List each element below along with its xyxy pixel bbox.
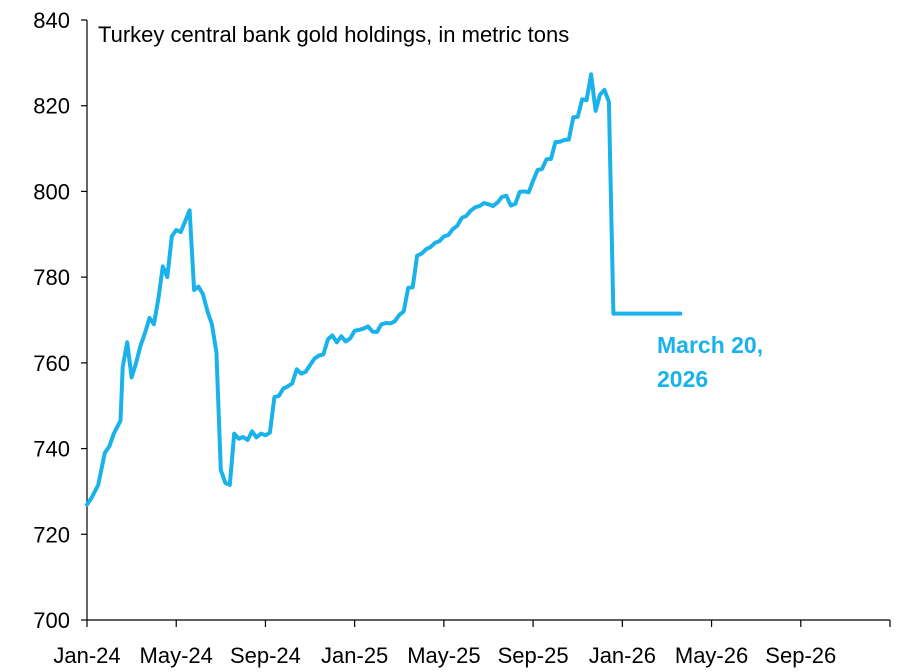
x-tick-label: May-25 (407, 643, 480, 668)
x-tick-label: May-24 (140, 643, 213, 668)
x-tick-label: Jan-25 (321, 643, 388, 668)
x-tick-label: Sep-24 (230, 643, 301, 668)
y-tick-label: 740 (33, 437, 70, 462)
y-tick-label: 820 (33, 94, 70, 119)
series-line (85, 72, 683, 507)
y-tick-label: 760 (33, 351, 70, 376)
annotation: March 20, 2026 (657, 332, 763, 392)
plot-area (85, 72, 683, 507)
annotation-line-1: March 20, (657, 332, 763, 358)
annotation-line-2: 2026 (657, 366, 708, 392)
y-tick-label: 700 (33, 608, 70, 633)
x-tick-label: Jan-24 (53, 643, 120, 668)
y-tick-label: 840 (33, 8, 70, 33)
x-tick-label: Sep-25 (498, 643, 569, 668)
axes: 700 720 740 760 780 800 820 840 Jan-24 May-24 Sep-… (33, 8, 891, 668)
y-tick-label: 780 (33, 265, 70, 290)
chart-title: Turkey central bank gold holdings, in me… (98, 22, 569, 47)
y-tick-label: 720 (33, 522, 70, 547)
x-tick-label: Sep-26 (765, 643, 836, 668)
x-tick-label: May-26 (675, 643, 748, 668)
y-tick-label: 800 (33, 179, 70, 204)
x-tick-label: Jan-26 (589, 643, 656, 668)
